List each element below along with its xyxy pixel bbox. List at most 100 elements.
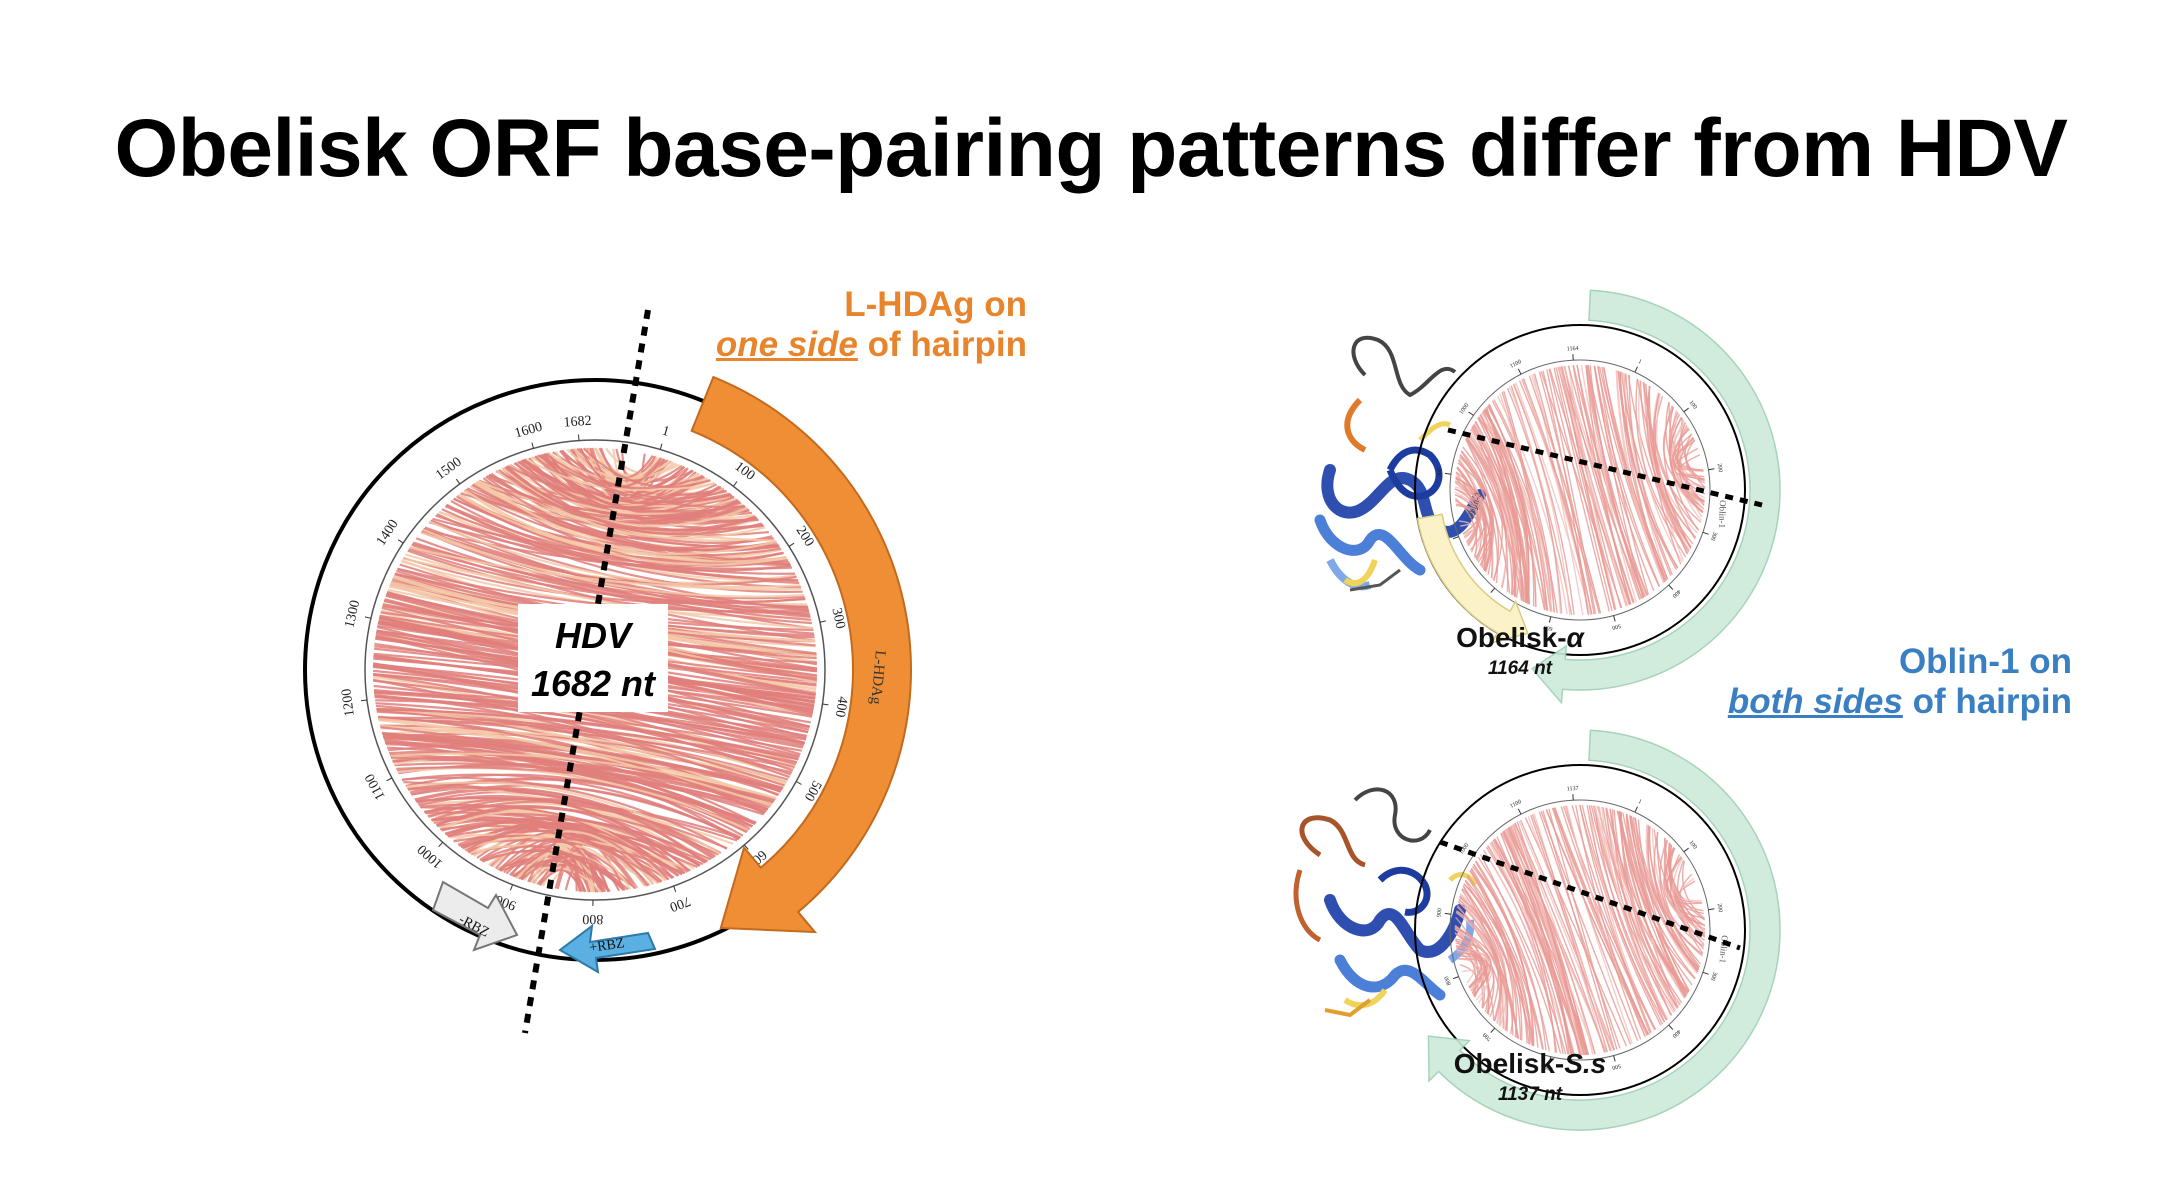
tick-mark [659,443,663,450]
tick-mark [509,884,514,891]
tick-label: 600 [1543,1063,1553,1071]
basepair-arc [1587,365,1655,592]
basepair-arc [390,752,777,800]
basepair-arc [500,859,637,890]
basepair-arc [406,781,721,855]
basepair-arc [1579,804,1662,1026]
tick-label: 300 [1709,531,1718,541]
basepair-arc [1455,940,1492,996]
tick-label: 800 [1444,975,1453,986]
basepair-arc [1462,885,1520,1040]
basepair-arc [1540,370,1623,609]
basepair-arc [1494,838,1590,1055]
basepair-arc [511,859,605,893]
tick-mark [455,478,461,485]
basepair-arc [1462,885,1514,1036]
tick-label: 1300 [342,599,363,630]
tick-mark [795,781,802,785]
tick-mark [397,539,404,544]
basepair-arc [1477,417,1546,611]
tick-mark [733,481,738,487]
basepair-arc [1667,857,1706,930]
lhdag-arrow [690,375,912,934]
tick-label: 1100 [363,771,389,802]
alpha-oblin1-arrow [1530,289,1781,705]
basepair-arc [1672,857,1706,934]
basepair-arc [1627,374,1689,554]
basepair-arc [378,716,772,807]
basepair-arc [378,718,798,764]
tick-mark [1683,407,1689,413]
tick-label: 400 [1671,588,1682,599]
tick-label: 100 [1687,400,1697,411]
tick-label: 1000 [1459,842,1471,855]
ss-outer-circle [1414,764,1746,1096]
basepair-arc [1521,378,1593,615]
basepair-arc [561,449,727,500]
basepair-arc [1646,825,1703,957]
tick-label: 200 [1716,903,1723,913]
basepair-arc [1585,365,1646,598]
tick-label: 1100 [1509,359,1522,370]
basepair-arc [1501,391,1549,611]
basepair-arc [1588,805,1668,1021]
basepair-arc [1587,365,1642,600]
obelisk-ss-name: Obelisk-S.s [1453,1048,1607,1079]
tick-label: 1137 [1567,786,1579,793]
basepair-arc [1473,863,1535,1047]
basepair-arc [422,528,805,598]
basepair-arc [496,470,766,540]
basepair-arc [460,492,765,531]
tick-mark [744,844,749,850]
tick-mark [360,699,368,702]
basepair-arc [415,788,706,864]
basepair-arc [1642,382,1696,540]
basepair-arc [382,730,787,784]
basepair-arc [593,447,675,486]
tick-label: 200 [1716,463,1723,473]
plus-rbz-arrow [558,923,657,974]
alpha-basepair-arcs [1454,364,1706,616]
tick-mark [1444,912,1452,915]
basepair-arc [1512,383,1575,615]
basepair-arc [1538,371,1595,615]
tick-label: 900 [1436,468,1443,478]
tick-label: 1000 [1459,402,1471,415]
basepair-arc [1630,815,1700,969]
tick-label: 1400 [374,517,402,549]
basepair-arc [1615,370,1665,583]
basepair-arc [415,537,813,625]
basepair-arc [428,797,717,858]
tick-label: 1000 [415,841,446,871]
basepair-arc [1659,839,1705,947]
tick-label: 700 [668,893,693,914]
lhdag-callout-emphasis: one side [715,325,858,364]
plus-rbz-label: +RBZ [588,936,625,956]
tick-label: 1200 [339,688,358,718]
basepair-arc [1524,817,1628,1047]
basepair-arc [380,726,775,803]
tick-mark [1548,616,1552,623]
basepair-arc [1456,910,1499,1017]
ss-inner-circle [1449,799,1711,1061]
tick-mark [1702,531,1709,535]
basepair-arc [502,467,748,527]
tick-mark [1634,806,1638,813]
ss-basepair-arcs [1454,804,1706,1056]
basepair-arc [504,466,758,532]
obelisk-ss-length: 1137 nt [1497,1084,1563,1105]
tick-label: 300 [829,607,848,631]
tick-mark [1517,808,1522,815]
basepair-arc [1518,380,1600,614]
basepair-arc [1454,928,1490,1004]
basepair-arc [520,855,625,891]
basepair-arc [1669,844,1706,938]
ss-oblin1-arrow [1427,729,1781,1131]
basepair-arc [1464,879,1523,1041]
basepair-arc [573,448,673,476]
oblin-callout-line1: Oblin-1 on [1898,642,2072,681]
tick-mark [531,442,534,449]
basepair-arc [1642,382,1684,561]
tick-mark [1708,908,1715,911]
basepair-arc [457,494,777,556]
